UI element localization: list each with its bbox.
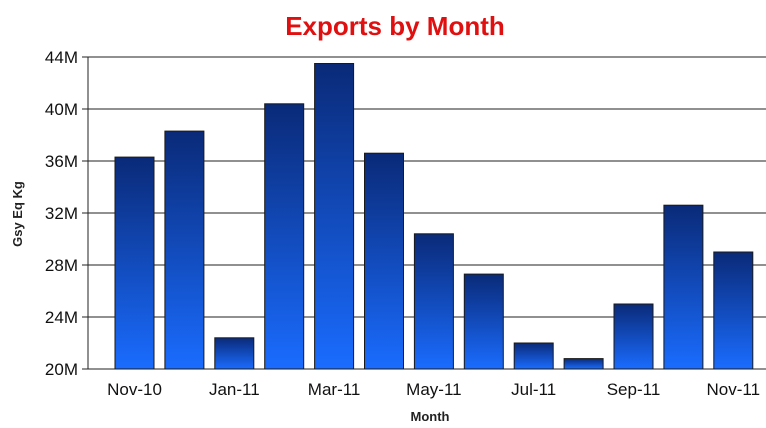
bar-sep-11: [613, 303, 654, 370]
y-axis-ticks: 20M 24M 28M 32M 36M 40M 44M: [45, 48, 88, 379]
chart-title: Exports by Month: [285, 11, 505, 41]
x-axis-ticks: Nov-10 Jan-11 Mar-11 May-11 Jul-11 Sep-11 Nov-…: [107, 380, 760, 399]
bar-dec-10: [164, 130, 205, 370]
x-tick-label: Jan-11: [209, 380, 260, 399]
y-axis-label: Gsy Eq Kg: [10, 181, 25, 247]
bars: [114, 63, 754, 370]
x-tick-label: Nov-11: [707, 380, 761, 399]
bar-oct-11: [663, 204, 704, 370]
x-tick-label: Nov-10: [107, 380, 162, 399]
bar-mar-11: [314, 63, 355, 370]
x-tick-label: Mar-11: [308, 380, 361, 399]
y-tick-label: 32M: [45, 204, 78, 223]
x-tick-label: Sep-11: [607, 380, 661, 399]
bar-nov-11: [713, 251, 754, 370]
bar-apr-11: [364, 152, 404, 370]
y-tick-label: 44M: [45, 48, 78, 67]
y-tick-label: 20M: [45, 360, 78, 379]
y-tick-label: 36M: [45, 152, 78, 171]
y-tick-label: 40M: [45, 100, 78, 119]
bar-aug-11: [563, 358, 604, 370]
bar-nov-10: [114, 156, 155, 370]
bar-feb-11: [264, 103, 305, 370]
x-tick-label: May-11: [406, 380, 461, 399]
x-axis-label: Month: [411, 409, 450, 424]
x-tick-label: Jul-11: [511, 380, 556, 399]
y-tick-label: 28M: [45, 256, 78, 275]
bar-jan-11: [214, 337, 255, 370]
y-tick-label: 24M: [45, 308, 78, 327]
bar-jul-11: [513, 342, 554, 370]
bar-jun-11: [463, 273, 504, 370]
bar-may-11: [413, 233, 454, 370]
